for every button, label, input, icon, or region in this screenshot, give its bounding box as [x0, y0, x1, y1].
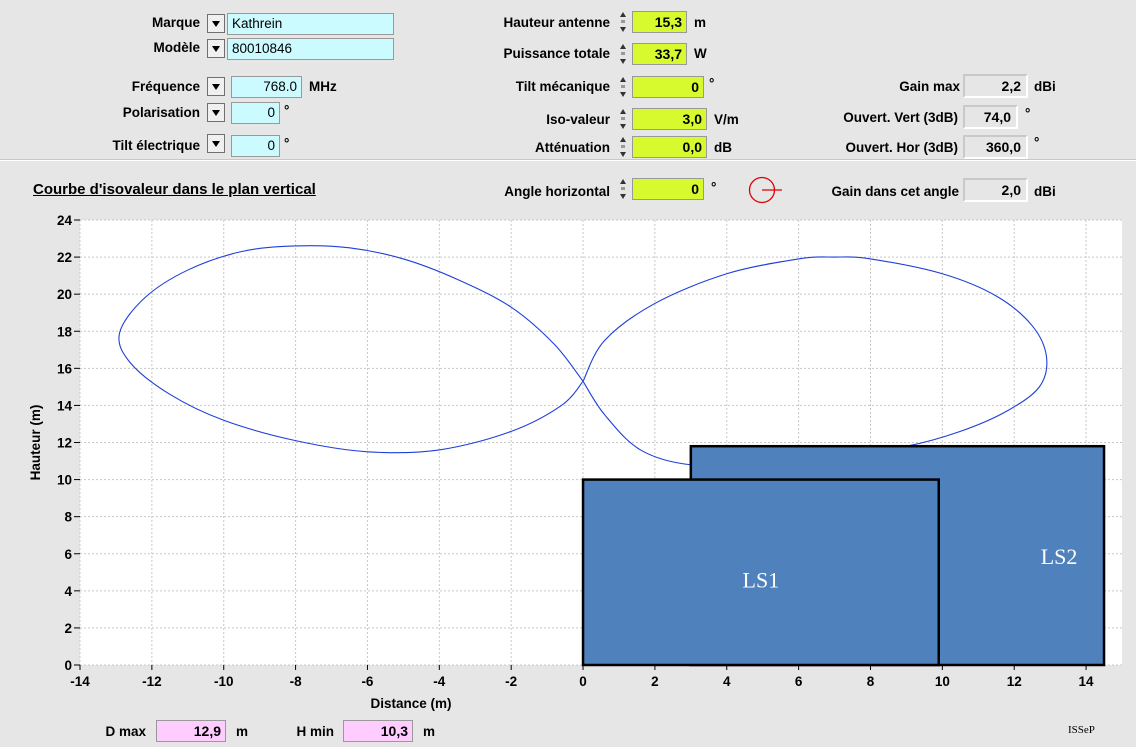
y-tick-label: 0 [64, 658, 72, 673]
y-tick-label: 4 [64, 584, 72, 599]
attenuation-field[interactable]: 0,0 [632, 136, 707, 158]
y-tick-label: 22 [57, 250, 72, 265]
frequence-unit: MHz [309, 79, 337, 94]
modele-field[interactable]: 80010846 [227, 38, 394, 60]
hauteur-antenne-field[interactable]: 15,3 [632, 11, 687, 33]
hmin-label: H min [296, 724, 334, 739]
gain-angle-value: 2,0 [963, 178, 1028, 202]
x-tick-label: -4 [433, 674, 445, 689]
polarisation-label: Polarisation [122, 105, 200, 120]
iso-valeur-label: Iso-valeur [546, 112, 610, 127]
dmax-field[interactable]: 12,9 [156, 720, 226, 742]
angle-horizontal-unit: ° [711, 180, 717, 195]
x-tick-label: -10 [214, 674, 234, 689]
marque-field[interactable]: Kathrein [227, 13, 394, 35]
polarisation-dropdown-button[interactable] [207, 103, 225, 122]
gain-max-label: Gain max [899, 79, 960, 94]
marque-dropdown-button[interactable] [207, 14, 225, 33]
y-tick-label: 2 [64, 621, 72, 636]
hauteur-antenne-spinner[interactable] [618, 11, 628, 33]
tilt-electrique-unit: ° [284, 136, 290, 151]
hauteur-antenne-unit: m [694, 15, 707, 30]
x-axis-label: Distance (m) [370, 696, 451, 711]
issep-logo-text: ISSeP [1068, 724, 1095, 736]
angle-horizontal-spinner[interactable] [618, 178, 628, 200]
isovalue-curve-1 [118, 245, 584, 454]
building-ls1 [581, 478, 941, 667]
iso-valeur-spinner[interactable] [618, 108, 628, 130]
y-tick-label: 16 [57, 361, 73, 376]
x-tick-label: -14 [70, 674, 90, 689]
ouverture-verticale-label: Ouvert. Vert (3dB) [843, 110, 958, 125]
y-tick-label: 8 [64, 510, 72, 525]
frequence-field[interactable]: 768.0 [231, 76, 302, 98]
tilt-mecanique-spinner[interactable] [618, 76, 628, 98]
x-tick-label: -8 [290, 674, 302, 689]
angle-dial-icon[interactable] [742, 175, 782, 205]
y-tick-label: 18 [57, 324, 73, 339]
hmin-unit: m [423, 724, 436, 739]
x-tick-label: -12 [142, 674, 162, 689]
attenuation-spinner[interactable] [618, 136, 628, 158]
building-label-ls2: LS2 [1041, 544, 1078, 569]
attenuation-unit: dB [714, 140, 732, 155]
building-label-ls1: LS1 [743, 568, 780, 593]
marque-label: Marque [151, 15, 200, 30]
ouverture-horizontale-unit: ° [1034, 135, 1040, 150]
ouverture-horizontale-label: Ouvert. Hor (3dB) [845, 140, 958, 155]
tilt-mecanique-label: Tilt mécanique [515, 79, 610, 94]
puissance-totale-label: Puissance totale [503, 46, 610, 61]
frequence-label: Fréquence [131, 79, 200, 94]
dmax-label: D max [105, 724, 146, 739]
x-tick-label: 14 [1079, 674, 1095, 689]
hmin-field[interactable]: 10,3 [343, 720, 413, 742]
gain-max-value: 2,2 [963, 74, 1028, 98]
x-tick-label: 4 [723, 674, 731, 689]
ouverture-verticale-value: 74,0 [963, 105, 1018, 129]
modele-label: Modèle [153, 40, 200, 55]
tilt-mecanique-field[interactable]: 0 [632, 76, 704, 98]
modele-dropdown-button[interactable] [207, 39, 225, 58]
tilt-electrique-label: Tilt électrique [112, 138, 200, 153]
dmax-unit: m [236, 724, 249, 739]
x-tick-label: 10 [935, 674, 950, 689]
x-tick-label: -6 [361, 674, 373, 689]
frequence-dropdown-button[interactable] [207, 77, 225, 96]
ouverture-horizontale-value: 360,0 [963, 135, 1028, 159]
angle-horizontal-label: Angle horizontal [504, 184, 610, 199]
isovalue-plot: -14 -12 -10 -8 -6 -4 -2 0 2 4 6 8 10 12 14024681012141… [28, 213, 1122, 711]
polarisation-field[interactable]: 0 [231, 102, 280, 124]
angle-horizontal-field[interactable]: 0 [632, 178, 704, 200]
x-tick-label: 12 [1007, 674, 1022, 689]
iso-valeur-unit: V/m [714, 112, 739, 127]
puissance-totale-field[interactable]: 33,7 [632, 43, 687, 65]
x-tick-label: 2 [651, 674, 659, 689]
hauteur-antenne-label: Hauteur antenne [503, 15, 610, 30]
plot-title: Courbe d'isovaleur dans le plan vertical [33, 181, 316, 198]
section-divider [0, 160, 1136, 161]
y-tick-label: 12 [57, 436, 72, 451]
y-tick-label: 24 [57, 213, 73, 228]
y-tick-label: 10 [57, 473, 72, 488]
gain-angle-label: Gain dans cet angle [831, 184, 959, 199]
y-axis-label: Hauteur (m) [28, 405, 43, 481]
y-tick-label: 14 [57, 398, 73, 413]
iso-valeur-field[interactable]: 3,0 [632, 108, 707, 130]
y-tick-label: 6 [64, 547, 72, 562]
attenuation-label: Atténuation [535, 140, 610, 155]
tilt-electrique-dropdown-button[interactable] [207, 134, 225, 153]
ouverture-verticale-unit: ° [1025, 106, 1031, 121]
puissance-totale-spinner[interactable] [618, 43, 628, 65]
gain-max-unit: dBi [1034, 79, 1056, 94]
x-tick-label: 8 [867, 674, 875, 689]
tilt-mecanique-unit: ° [709, 76, 715, 91]
tilt-electrique-field[interactable]: 0 [231, 135, 280, 157]
x-tick-label: -2 [505, 674, 517, 689]
y-tick-label: 20 [57, 287, 72, 302]
gain-angle-unit: dBi [1034, 184, 1056, 199]
x-tick-label: 0 [579, 674, 587, 689]
x-tick-label: 6 [795, 674, 803, 689]
polarisation-unit: ° [284, 103, 290, 118]
puissance-totale-unit: W [694, 46, 707, 61]
